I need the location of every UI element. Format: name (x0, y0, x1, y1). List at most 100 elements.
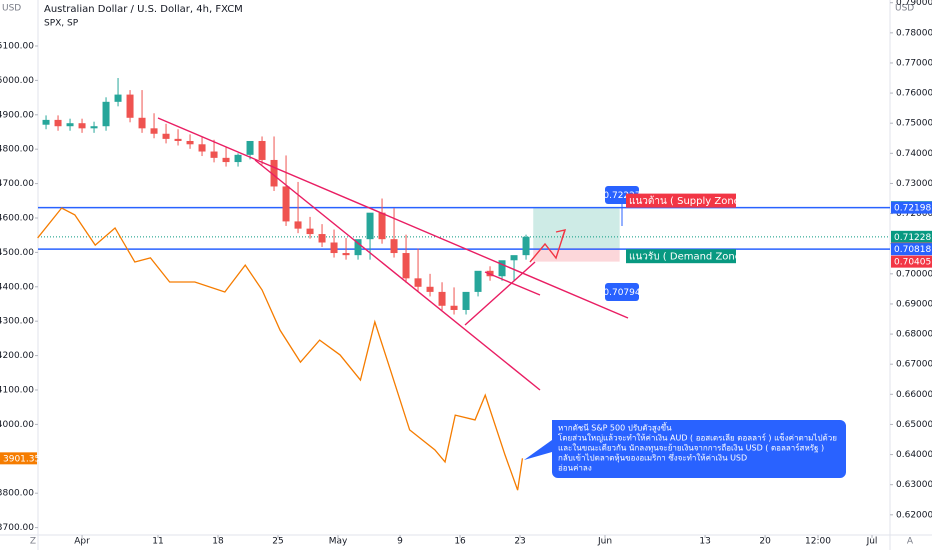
candle-body (210, 151, 218, 158)
y-tick-label: 0.63000 (896, 480, 932, 490)
candle-body (462, 291, 470, 310)
y-tick-label: 0.78000 (896, 28, 932, 38)
candle-body (342, 253, 350, 256)
candle-body (354, 239, 362, 256)
trend-line (464, 261, 536, 326)
y2-tick-label: 4500.00 (0, 248, 34, 258)
y-tick-label: 0.77000 (896, 58, 932, 68)
y-tick-label: 0.66000 (896, 390, 932, 400)
candle-body (294, 221, 302, 229)
x-tick-label: 11 (152, 537, 163, 547)
corner-label[interactable]: A (907, 537, 914, 547)
range-label: 0.70794 (603, 288, 640, 298)
y-tick-label: 0.79000 (896, 0, 932, 8)
x-tick-label: 20 (759, 537, 771, 547)
corner-label[interactable]: Z (30, 537, 36, 547)
target-zone (533, 207, 620, 249)
x-tick-label: 16 (454, 537, 466, 547)
x-tick-label: Jul (866, 537, 878, 547)
candle-body (510, 255, 518, 261)
callout-text: กลับเข้าไปตลาดหุ้นของอเมริกา ซึ่งจะทำให้… (558, 452, 747, 463)
price-line-label-box (626, 249, 736, 264)
price-tag-label: 0.70405 (894, 258, 931, 268)
callout-text: หากดัชนี S&P 500 ปรับตัวสูงขึ้น (558, 422, 672, 434)
y-tick-label: 0.62000 (896, 510, 932, 520)
price-tag (891, 255, 932, 268)
y-tick-label: 0.73000 (896, 179, 932, 189)
series-name: SPX, SP (44, 19, 79, 29)
candle-body (222, 157, 230, 163)
candle-body (426, 286, 434, 292)
spx-price-tag (0, 452, 37, 465)
y-tick-label: 0.67000 (896, 360, 932, 370)
callout-text: โดยส่วนใหญ่แล้วจะทำให้ค่าเงิน AUD ( ออสเ… (558, 433, 837, 443)
candle-body (186, 140, 194, 145)
price-tag (891, 201, 932, 214)
y2-tick-label: 4600.00 (0, 213, 34, 223)
candle-body (150, 128, 158, 134)
y-tick-label: 0.72000 (896, 209, 932, 219)
candle-body (390, 239, 398, 254)
y2-tick-label: 4100.00 (0, 386, 34, 396)
candle-body (66, 123, 74, 127)
candle-body (42, 119, 50, 125)
y2-tick-label: 4200.00 (0, 351, 34, 361)
candle-body (414, 278, 422, 287)
price-tag (891, 243, 932, 256)
candle-body (138, 117, 146, 129)
candle-body (282, 186, 290, 222)
candle-body (330, 242, 338, 254)
right-axis-unit: USD (895, 4, 914, 14)
arrow-head (555, 229, 567, 240)
spx-line (37, 207, 524, 491)
price-line-label: แนวต้าน ( Supply Zone ) (629, 195, 747, 207)
callout (524, 420, 846, 478)
x-tick-label: 12:00 (805, 537, 831, 547)
candle-body (402, 253, 410, 279)
candle-body (366, 212, 374, 240)
left-axis-unit: USD (2, 4, 21, 14)
y2-tick-label: 4700.00 (0, 179, 34, 189)
y2-tick-label: 4300.00 (0, 317, 34, 327)
price-line-label-box (626, 193, 736, 208)
y2-tick-label: 4000.00 (0, 420, 34, 430)
x-tick-label: 13 (699, 537, 710, 547)
trend-line (484, 271, 541, 296)
y-tick-label: 0.68000 (896, 330, 932, 340)
range-label: 0.72227 (603, 191, 640, 201)
x-tick-label: 23 (514, 537, 525, 547)
candle-body (378, 212, 386, 240)
price-line-label: แนวรับ ( Demand Zone ) (629, 252, 748, 263)
candle-body (234, 154, 242, 163)
trend-line (157, 117, 629, 319)
y2-tick-label: 5100.00 (0, 41, 34, 51)
y-tick-label: 0.65000 (896, 420, 932, 430)
spx-price-tag-label: 3901.35 (3, 454, 40, 464)
range-label-box (605, 283, 639, 301)
y-tick-label: 0.64000 (896, 450, 932, 460)
price-tag-label: 0.71228 (894, 233, 931, 243)
candle-body (270, 159, 278, 187)
candle-body (474, 270, 482, 292)
candle-body (162, 133, 170, 139)
y2-tick-label: 3800.00 (0, 489, 34, 499)
candle-body (174, 138, 182, 141)
y2-tick-label: 4800.00 (0, 145, 34, 155)
callout-text: อ่อนค่าลง (558, 464, 592, 473)
y-tick-label: 0.76000 (896, 89, 932, 99)
chart-title: Australian Dollar / U.S. Dollar, 4h, FXC… (44, 4, 243, 15)
candle-body (318, 234, 326, 243)
callout-text: และในขณะเดียวกัน นักลงทุนจะย้ายเงินจากกา… (558, 443, 824, 453)
candle-body (246, 140, 254, 155)
x-tick-label: 18 (212, 537, 224, 547)
candle-body (126, 94, 134, 118)
trend-line (254, 159, 541, 391)
marks (37, 78, 890, 491)
candle-body (438, 291, 446, 306)
y2-tick-label: 3700.00 (0, 523, 34, 533)
y2-tick-label: 5000.00 (0, 76, 34, 86)
x-tick-label: 9 (397, 537, 403, 547)
candle-body (522, 236, 530, 256)
candle-body (450, 305, 458, 310)
y-tick-label: 0.74000 (896, 149, 932, 159)
